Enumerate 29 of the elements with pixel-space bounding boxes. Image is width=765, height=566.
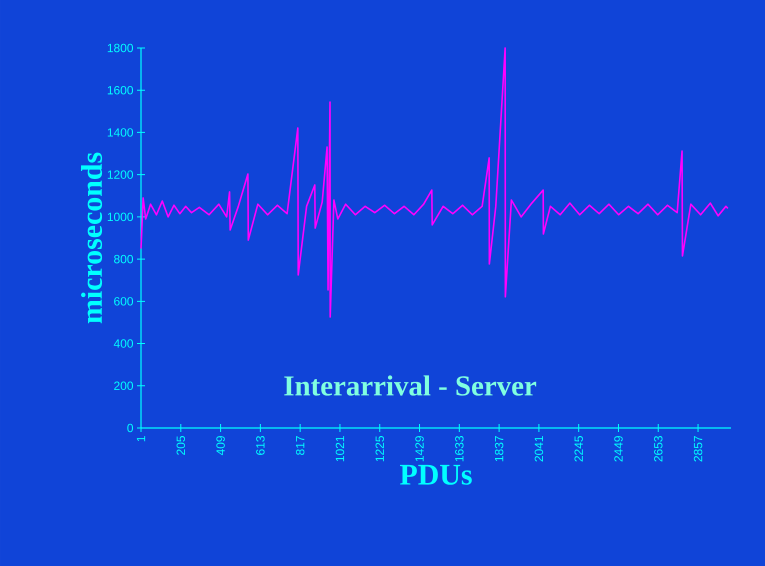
x-tick-label: 2041 — [534, 436, 544, 462]
line-series — [140, 47, 729, 318]
x-tick-label: 409 — [216, 436, 225, 456]
x-tick-label: 205 — [176, 436, 186, 455]
x-tick-label: 1837 — [494, 436, 504, 462]
x-tick-label: 2245 — [574, 436, 583, 462]
x-tick-label: 613 — [256, 436, 265, 455]
y-tick-label: 1400 — [108, 128, 134, 137]
y-tick-label: 0 — [127, 424, 134, 432]
text: Interarrival - Server — [284, 375, 536, 396]
y-tick-label: 1600 — [108, 86, 134, 94]
y-tick-label: 800 — [114, 254, 134, 264]
y-tick-label: 1200 — [108, 170, 134, 179]
y-axis-title: microseconds — [81, 152, 102, 324]
x-tick-label: 1225 — [376, 436, 384, 462]
x-tick-label: 1021 — [336, 436, 344, 462]
x-tick-label: 1 — [136, 436, 146, 442]
x-tick-label: 2653 — [654, 436, 662, 462]
y-tick-label: 1000 — [108, 212, 134, 222]
x-tick-label: 2857 — [694, 436, 702, 462]
x-tick-label: 1633 — [455, 436, 464, 462]
y-tick-label: 200 — [114, 382, 134, 390]
y-tick-label: 1800 — [108, 44, 134, 52]
y-tick-label: 400 — [114, 339, 134, 348]
x-tick-label: 817 — [296, 436, 304, 455]
x-tick-label: 1429 — [415, 436, 424, 462]
y-tick-label: 600 — [114, 297, 134, 306]
x-tick-label: 2449 — [614, 436, 623, 462]
x-axis-title: PDUs — [400, 464, 472, 485]
